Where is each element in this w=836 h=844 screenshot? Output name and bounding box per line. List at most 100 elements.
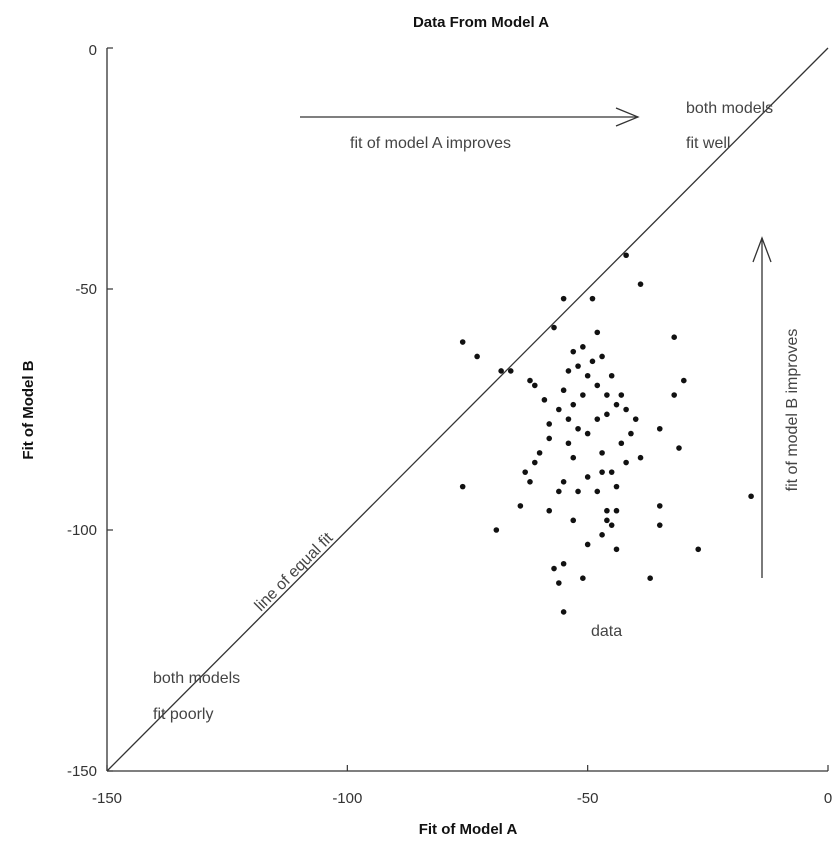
data-point	[556, 406, 562, 413]
data-point	[623, 459, 629, 466]
data-point	[671, 334, 677, 341]
data-point	[584, 430, 591, 437]
annotation-both-well-1: both models	[686, 100, 773, 117]
data-point	[531, 459, 538, 466]
x-tick-label: -150	[92, 790, 122, 807]
data-point	[628, 430, 634, 437]
data-point	[565, 416, 572, 422]
annotation-both-well-2: fit well	[686, 135, 730, 152]
equal-fit-label: line of equal fit	[252, 529, 337, 614]
data-point	[541, 397, 548, 403]
data-point	[575, 488, 581, 495]
data-points	[459, 252, 754, 615]
annotation-both-poorly-2: fit poorly	[153, 706, 213, 723]
data-point	[589, 295, 596, 302]
data-point	[546, 435, 553, 442]
data-point	[459, 483, 466, 490]
data-point	[637, 281, 644, 287]
data-point	[517, 503, 524, 509]
data-point	[570, 517, 577, 524]
data-point	[599, 469, 605, 475]
data-point	[656, 522, 663, 528]
y-tick-label: -100	[67, 522, 97, 539]
data-point	[498, 368, 504, 374]
data-point	[599, 353, 605, 360]
data-point	[613, 507, 620, 514]
y-tick-label: -50	[75, 281, 97, 298]
data-point	[522, 469, 528, 475]
data-point	[671, 392, 677, 398]
data-point	[748, 493, 754, 500]
data-point	[594, 416, 601, 422]
data-point	[632, 416, 639, 422]
data-point	[560, 609, 567, 615]
annotation-a-improves: fit of model A improves	[350, 135, 511, 152]
data-point	[527, 479, 533, 485]
data-point	[570, 348, 577, 355]
data-point	[546, 421, 553, 427]
axes	[106, 48, 828, 772]
data-point	[560, 479, 567, 485]
data-point	[584, 541, 591, 548]
data-point	[599, 532, 605, 538]
annotation-data: data	[591, 623, 622, 640]
data-point	[599, 450, 605, 456]
annotation-both-poorly-1: both models	[153, 670, 240, 687]
data-point	[546, 507, 553, 514]
data-point	[531, 382, 538, 389]
data-point	[608, 522, 615, 528]
data-point	[556, 488, 562, 495]
data-point	[608, 372, 615, 379]
y-tick-label: -150	[67, 763, 97, 780]
data-point	[608, 469, 615, 475]
data-point	[556, 580, 562, 586]
data-point	[551, 324, 557, 331]
data-point	[637, 454, 644, 461]
data-point	[623, 406, 629, 413]
data-point	[695, 546, 702, 553]
data-point	[560, 560, 567, 567]
data-point	[584, 474, 591, 480]
data-point	[580, 392, 586, 398]
chart-title: Data From Model A	[413, 14, 549, 31]
x-tick-label: -100	[332, 790, 362, 807]
data-point	[604, 411, 610, 418]
data-point	[604, 392, 610, 398]
x-tick-label: -50	[577, 790, 599, 807]
data-point	[459, 339, 466, 345]
data-point	[594, 488, 601, 495]
data-point	[618, 440, 625, 447]
data-point	[656, 425, 663, 432]
data-point	[594, 382, 601, 389]
data-point	[536, 450, 543, 456]
data-point	[618, 392, 625, 398]
data-point	[676, 445, 682, 451]
data-point	[580, 575, 586, 581]
data-point	[584, 372, 591, 379]
data-point	[613, 483, 620, 490]
data-point	[613, 401, 620, 408]
data-point	[623, 252, 629, 259]
data-point	[560, 387, 567, 394]
data-point	[575, 425, 581, 432]
data-point	[647, 575, 653, 581]
arrow-a-improves	[300, 107, 640, 127]
x-axis-label: Fit of Model A	[419, 821, 518, 838]
tick-group: -150 -100 -50 0 -150 -100 -50 0	[67, 42, 832, 807]
data-point	[594, 329, 601, 336]
data-point	[681, 377, 687, 384]
data-point	[613, 546, 620, 553]
data-point	[656, 503, 663, 509]
y-axis-label: Fit of Model B	[20, 360, 37, 459]
x-tick-label: 0	[824, 790, 832, 807]
data-point	[604, 507, 610, 514]
data-point	[493, 527, 500, 533]
annotation-b-improves: fit of model B improves	[784, 329, 801, 492]
data-point	[560, 295, 567, 302]
data-point	[507, 368, 514, 374]
data-point	[565, 440, 572, 447]
equal-fit-line	[106, 47, 829, 772]
data-point	[565, 368, 572, 374]
